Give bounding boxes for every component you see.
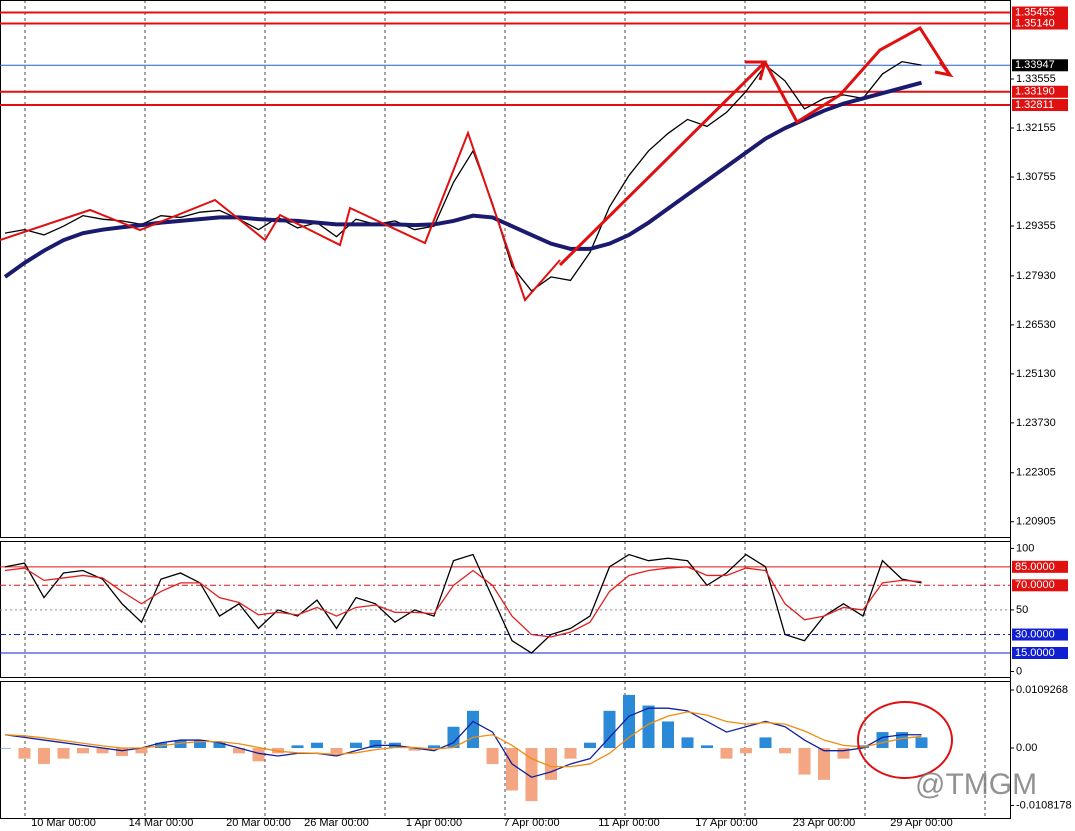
level-label: 1.35140 [1015, 17, 1055, 29]
histogram-bar [798, 748, 811, 775]
histogram-bar [135, 748, 148, 754]
histogram-bar [876, 732, 889, 749]
level-label-box [1012, 647, 1068, 659]
histogram-bar [545, 748, 557, 780]
level-label: 85.0000 [1015, 561, 1055, 573]
histogram-bar [116, 748, 128, 756]
histogram-bar [194, 740, 206, 749]
histogram-bar [662, 721, 674, 749]
level-label-box [1012, 99, 1068, 112]
annotations [0, 26, 954, 779]
histogram-bar [38, 748, 50, 764]
series-line [4, 566, 922, 638]
y-tick-label: 1.25130 [1016, 368, 1056, 380]
level-label-box [1012, 628, 1068, 641]
histogram-bar [408, 748, 421, 751]
y-tick-label: 100 [1016, 542, 1034, 554]
histogram-bar [486, 748, 499, 764]
y-tick-label: 0.00 [1016, 742, 1037, 754]
histogram-bar [740, 748, 752, 754]
y-tick-label: 1.30755 [1016, 171, 1056, 183]
level-label: 15.0000 [1015, 647, 1055, 659]
histogram-bar [720, 748, 733, 759]
y-tick-label: 1.29355 [1016, 220, 1056, 232]
level-label-box [1012, 59, 1068, 72]
level-label: 1.33190 [1015, 86, 1055, 98]
histogram-bar [759, 737, 772, 749]
level-label-box [1012, 85, 1068, 98]
series-line [4, 553, 922, 654]
level-label-box [1012, 17, 1068, 30]
histogram-bar [291, 745, 304, 749]
zigzag [0, 130, 561, 302]
histogram-bar [584, 742, 596, 749]
histogram-bar [96, 748, 109, 754]
level-label: 1.33947 [1015, 59, 1055, 71]
y-tick-label: 1.26530 [1016, 319, 1056, 331]
histogram-bar [447, 726, 460, 749]
level-label-box [1012, 579, 1068, 592]
x-tick-label: 11 Apr 00:00 [598, 817, 660, 829]
y-tick-label: 1.20905 [1016, 516, 1056, 528]
zigzag [763, 26, 954, 125]
level-label: 1.35455 [1015, 6, 1055, 18]
y-tick-label: 50 [1016, 604, 1028, 616]
level-label-box [1012, 6, 1068, 19]
histogram-bar [642, 705, 655, 749]
level-label-box [1012, 560, 1068, 573]
histogram-bar [467, 710, 479, 749]
series-line [4, 711, 922, 768]
histogram-bar [564, 748, 577, 759]
histogram-bar [350, 742, 362, 749]
y-tick-label: 1.33555 [1016, 73, 1056, 85]
y-tick-label: 1.22305 [1016, 467, 1056, 479]
histogram-bar [57, 748, 70, 759]
x-tick-label: 7 Apr 00:00 [503, 817, 559, 829]
histogram-bar [779, 748, 791, 754]
x-tick-label: 1 Apr 00:00 [406, 817, 462, 829]
histogram-bar [18, 748, 31, 759]
y-tick-label: 1.27930 [1016, 270, 1056, 282]
histogram-bar [252, 748, 265, 762]
histogram-bar [0, 748, 11, 749]
histogram-bar [213, 742, 226, 749]
x-tick-label: 17 Apr 00:00 [695, 817, 757, 829]
histogram-bar [174, 740, 187, 749]
y-tick-label: -0.0108178 [1016, 799, 1072, 811]
histogram-bar [311, 742, 323, 749]
histogram-bar [369, 740, 382, 749]
y-tick-label: 1.23730 [1016, 417, 1056, 429]
x-tick-label: 20 Mar 00:00 [226, 817, 291, 829]
histogram-bar [525, 748, 538, 802]
highlight-circle [857, 701, 953, 779]
histogram-bar [77, 748, 89, 754]
level-label: 30.0000 [1015, 628, 1055, 640]
y-tick-label: 0 [1016, 665, 1022, 677]
histogram-bar [233, 748, 245, 754]
histogram-bar [837, 748, 850, 759]
y-tick-label: 0.0109268 [1016, 684, 1068, 696]
watermark: @TMGM [915, 768, 1037, 801]
histogram-bar [603, 710, 616, 749]
level-label: 1.32811 [1015, 99, 1054, 111]
x-tick-label: 14 Mar 00:00 [129, 817, 194, 829]
histogram-bar [428, 745, 440, 749]
histogram-bar [701, 745, 713, 749]
x-tick-label: 26 Mar 00:00 [304, 817, 369, 829]
histogram-bar [506, 748, 518, 791]
histogram-bar [330, 748, 343, 754]
histogram-bar [896, 732, 908, 749]
y-tick-label: 1.32155 [1016, 122, 1056, 134]
x-tick-label: 10 Mar 00:00 [31, 817, 96, 829]
histogram-bar [818, 748, 830, 780]
histogram-bar [681, 737, 694, 749]
x-tick-label: 23 Apr 00:00 [793, 817, 855, 829]
x-tick-label: 29 Apr 00:00 [890, 817, 952, 829]
histogram-bar [915, 737, 928, 749]
level-label: 70.0000 [1015, 579, 1055, 591]
